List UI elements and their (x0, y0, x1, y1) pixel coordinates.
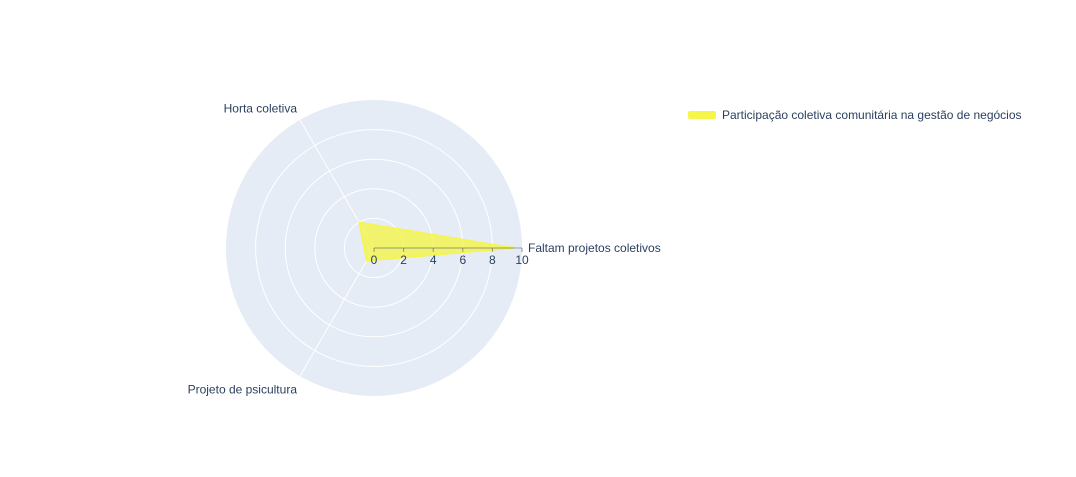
radial-tick-label: 10 (515, 253, 529, 267)
radial-tick-label: 6 (459, 253, 466, 267)
angular-grid-line (299, 247, 375, 377)
category-label: Faltam projetos coletivos (528, 241, 661, 255)
series-layer (358, 221, 515, 262)
category-labels: Faltam projetos coletivos Horta coletiva P… (188, 102, 661, 397)
category-label: Horta coletiva (224, 102, 298, 116)
series-area[interactable] (358, 221, 515, 262)
category-label: Projeto de psicultura (188, 382, 298, 396)
radial-axis: 0 2 4 6 8 10 (371, 247, 529, 267)
legend-swatch[interactable] (688, 111, 716, 119)
legend-label[interactable]: Participação coletiva comunitária na ges… (722, 108, 1022, 122)
legend[interactable]: Participação coletiva comunitária na ges… (688, 108, 1022, 122)
radial-tick-label: 8 (489, 253, 496, 267)
radial-tick-label: 4 (430, 253, 437, 267)
radial-tick-label: 2 (400, 253, 407, 267)
radial-tick-label: 0 (371, 253, 378, 267)
